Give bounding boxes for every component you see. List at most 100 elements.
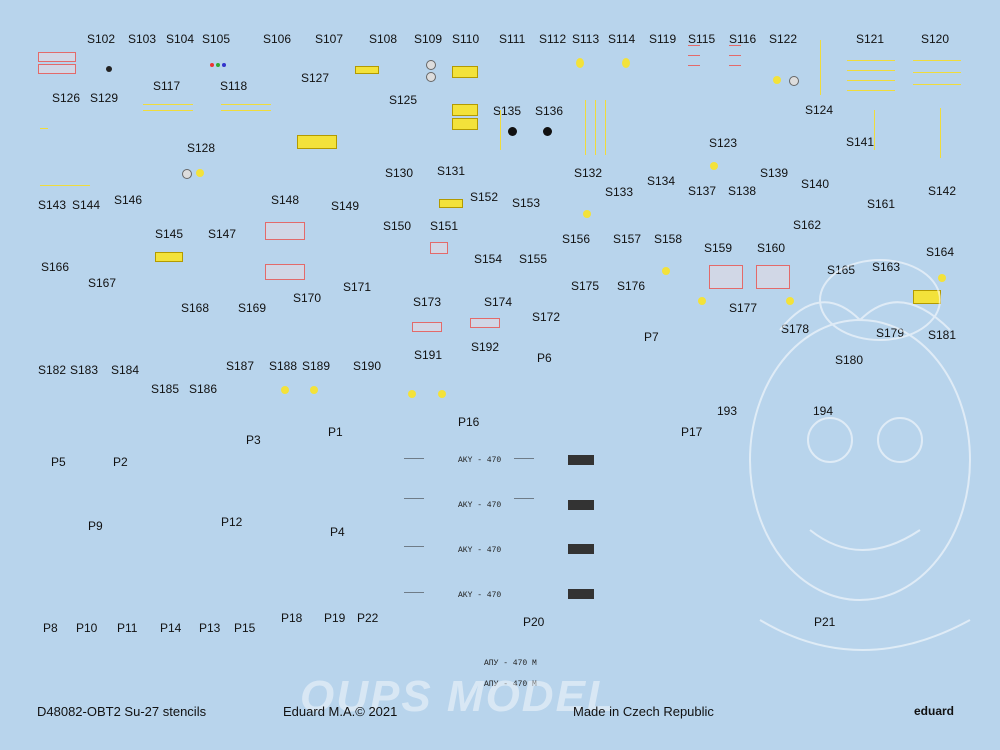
aky-stencil: АПУ - 470 М [484,680,537,689]
decal-label: 193 [717,404,738,418]
decal-label: P17 [681,425,703,439]
stripe [500,110,501,150]
decal-label: S183 [70,363,99,377]
yellow-dot-decal [698,297,706,305]
watermark-graphic [749,259,971,651]
decal-label: P15 [234,621,256,635]
decal-label: S139 [760,166,789,180]
stripe [874,110,875,150]
stripe [221,104,271,105]
decal-label: S168 [181,301,210,315]
decal-label: S161 [867,197,896,211]
decal-label: S118 [220,79,248,93]
yellow-dot-decal [773,76,781,84]
yellow-dot-decal [576,58,584,68]
black-block-decal [568,544,594,554]
text-line [404,498,424,499]
warning-decal [38,52,76,62]
decal-label: S171 [343,280,372,294]
text-line [404,546,424,547]
decal-label: S110 [452,32,480,46]
decal-label: S133 [605,185,634,199]
stripe [913,84,961,85]
decal-label: S152 [470,190,499,204]
stripe [585,100,586,155]
decal-label: P3 [246,433,261,447]
warning-decal [430,242,448,254]
brand-logo: eduard [914,704,955,718]
circle-decal [426,60,436,70]
decal-label: S149 [331,199,360,213]
decal-label: S107 [315,32,344,46]
decal-label: 194 [813,404,834,418]
red-text-line [729,55,741,56]
decal-label: S148 [271,193,300,207]
yellow-dot-decal [196,169,204,177]
decal-label: S142 [928,184,957,198]
decal-label: S177 [729,301,758,315]
decal-label: S169 [238,301,267,315]
decal-label: P2 [113,455,128,469]
stripe [847,80,895,81]
warning-decal [470,318,500,328]
decal-label: S155 [519,252,548,266]
stripe [40,128,48,129]
decal-label: S105 [202,32,231,46]
aky-stencil: AKY - 470 [458,501,502,510]
decal-label: S114 [608,32,636,46]
black-block-decal [568,500,594,510]
decal-label: S189 [302,359,331,373]
decal-label: S176 [617,279,646,293]
decal-label: S136 [535,104,564,118]
decal-label: P13 [199,621,221,635]
decal-label: S129 [90,91,119,105]
marker-dot [106,66,112,72]
decal-label: P16 [458,415,480,429]
circle-decal [789,76,799,86]
decal-label: P12 [221,515,243,529]
decal-label: S162 [793,218,822,232]
decal-label: S120 [921,32,950,46]
decal-label: S122 [769,32,798,46]
decal-label: S156 [562,232,591,246]
stripe [847,60,895,61]
decal-label: S124 [805,103,834,117]
decal-label: S180 [835,353,864,367]
decal-label: S135 [493,104,522,118]
decal-label: S167 [88,276,117,290]
decal-label: S166 [41,260,70,274]
decal-label: S182 [38,363,67,377]
decal-label: S127 [301,71,330,85]
decal-label: S160 [757,241,786,255]
decal-label: S111 [499,32,526,46]
decal-label: S123 [709,136,738,150]
aky-stencil: AKY - 470 [458,546,502,555]
decal-label: P21 [814,615,836,629]
sheet-title: D48082-OBT2 Su-27 stencils [37,704,207,719]
decal-label: S170 [293,291,322,305]
decal-label: S115 [688,32,716,46]
decal-label: S184 [111,363,140,377]
watermark-text: OUPS MODEL [300,672,616,721]
circle-decal [182,169,192,179]
stripe [940,108,941,158]
marker-dot [222,63,226,67]
warning-decal [709,265,743,289]
decal-label: S137 [688,184,717,198]
decal-label: S179 [876,326,905,340]
warning-decal [412,322,442,332]
yellow-dot-decal [622,58,630,68]
yellow-dot-decal [786,297,794,305]
red-text-line [729,45,741,46]
aky-stencil: АПУ - 470 М [484,659,537,668]
decal-label: S173 [413,295,442,309]
decal-label: P5 [51,455,66,469]
decal-label: S132 [574,166,603,180]
decal-label: S125 [389,93,418,107]
decal-label: S147 [208,227,237,241]
decal-label: S153 [512,196,541,210]
decal-label: P6 [537,351,552,365]
decal-label: P9 [88,519,103,533]
decal-label: S109 [414,32,443,46]
yellow-decal [439,199,463,208]
